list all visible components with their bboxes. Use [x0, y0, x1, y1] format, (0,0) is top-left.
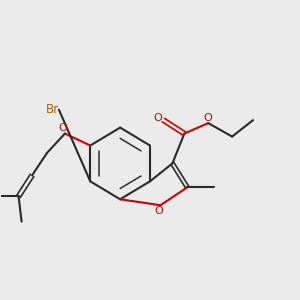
Text: O: O — [204, 113, 213, 123]
Text: Br: Br — [46, 103, 59, 116]
Text: O: O — [58, 123, 67, 133]
Text: O: O — [154, 113, 162, 123]
Text: O: O — [154, 206, 163, 216]
